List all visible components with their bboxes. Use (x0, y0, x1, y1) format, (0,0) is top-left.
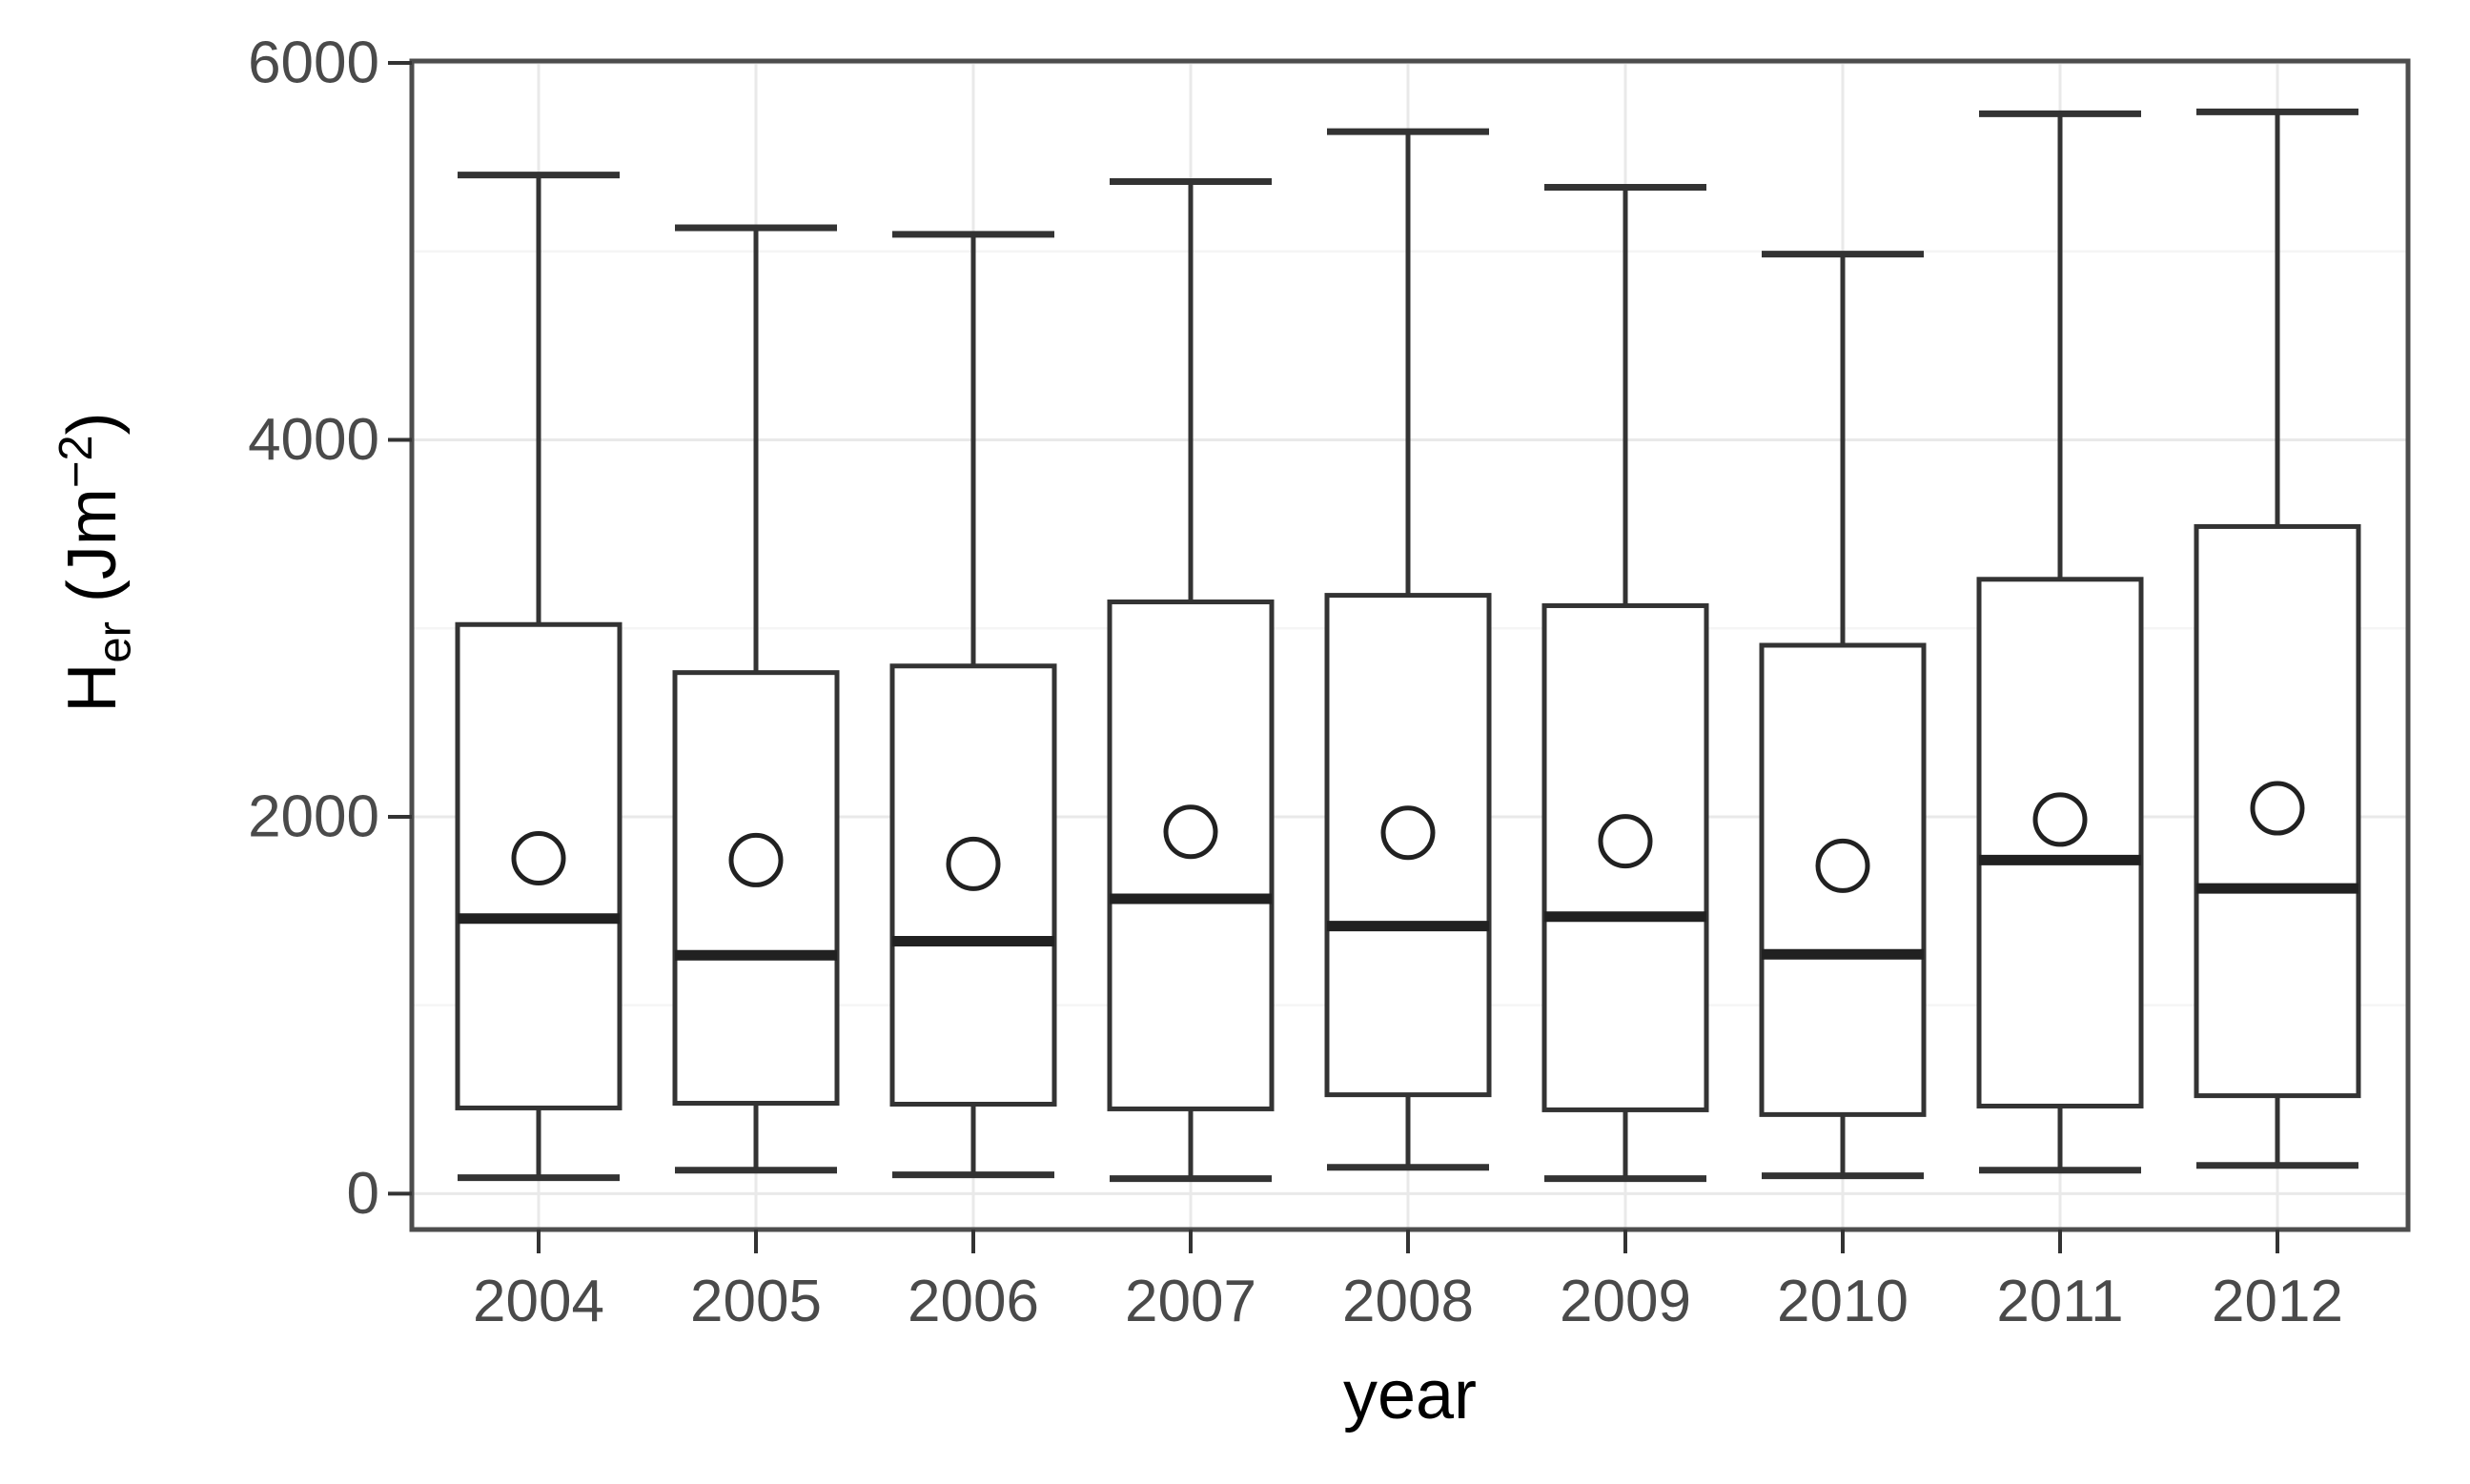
x-axis-title: year (1342, 1357, 1478, 1433)
y-title-units-close: ) (54, 412, 131, 436)
x-tick-label: 2011 (1996, 1269, 2123, 1334)
mean-marker (1815, 838, 1870, 893)
mean-marker (1380, 805, 1436, 861)
mean-marker (946, 836, 1001, 891)
mean-marker (1598, 814, 1653, 869)
mean-marker (511, 830, 566, 885)
y-title-exponent: −2 (51, 435, 102, 489)
x-tick-label: 2007 (1125, 1269, 1256, 1334)
y-title-units-open: (Jm (54, 488, 131, 622)
y-axis-title: Her (Jm−2) (51, 412, 140, 712)
x-tick-label: 2010 (1777, 1269, 1909, 1334)
mean-marker (2250, 781, 2305, 836)
mean-marker (2032, 792, 2088, 847)
y-title-subscript: er (89, 621, 141, 663)
iqr-box (672, 670, 840, 1107)
mean-marker (728, 832, 784, 887)
mean-marker (1163, 804, 1218, 860)
x-tick-label: 2008 (1342, 1269, 1474, 1334)
y-tick-label: 6000 (248, 30, 379, 95)
y-tick-label: 2000 (248, 783, 379, 849)
y-title-base: H (54, 662, 131, 713)
x-tick-label: 2009 (1560, 1269, 1691, 1334)
x-tick-label: 2005 (690, 1269, 822, 1334)
y-tick-label: 0 (347, 1161, 379, 1227)
y-tick-label: 4000 (248, 407, 379, 473)
x-tick-label: 2012 (2212, 1269, 2343, 1334)
x-tick-label: 2004 (473, 1269, 604, 1334)
x-tick-label: 2006 (908, 1269, 1039, 1334)
